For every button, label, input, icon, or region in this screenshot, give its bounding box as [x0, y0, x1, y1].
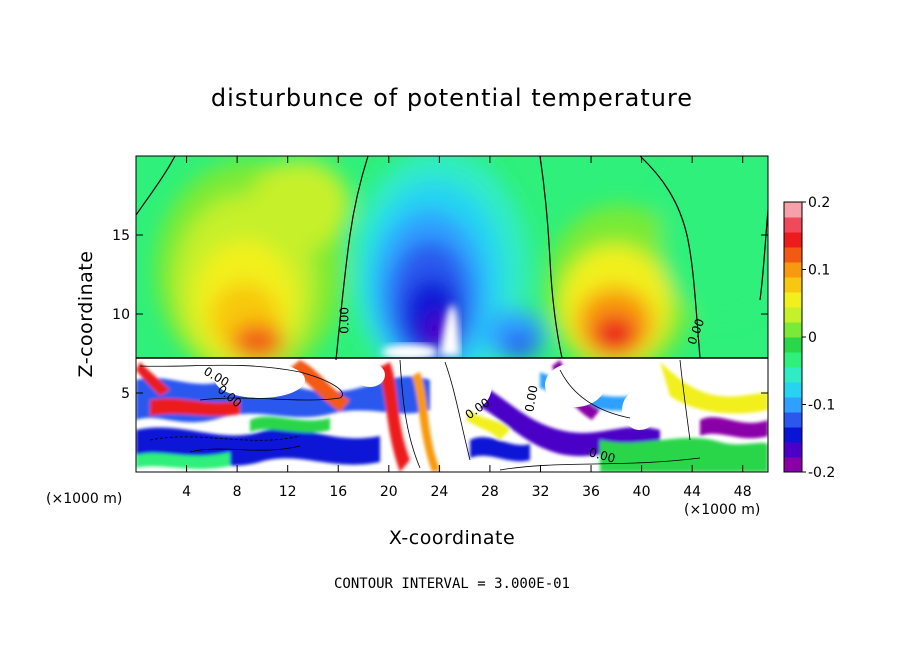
contour-label: 0.00	[337, 307, 351, 334]
y-tick-label: 5	[121, 386, 130, 402]
colorbar-swatch	[784, 427, 802, 443]
contour-label: 0.00	[587, 445, 616, 465]
colorbar-swatch	[784, 277, 802, 293]
heatmap-field	[136, 156, 768, 472]
colorbar-swatch	[784, 367, 802, 383]
colorbar-swatch	[784, 307, 802, 323]
colorbar-swatch	[784, 292, 802, 308]
x-tick-label: 12	[279, 484, 297, 500]
colorbar-swatch	[784, 337, 802, 353]
chart-title: disturbunce of potential temperature	[210, 84, 694, 112]
x-tick-label: 24	[430, 484, 448, 500]
x-tick-label: 32	[532, 484, 550, 500]
x-tick-label: 20	[380, 484, 398, 500]
contour-interval-note: CONTOUR INTERVAL = 3.000E-01	[333, 576, 570, 592]
x-tick-label: 40	[633, 484, 651, 500]
colorbar-swatch	[784, 247, 802, 263]
x-tick-label: 8	[233, 484, 242, 500]
colorbar-swatch	[784, 262, 802, 278]
colorbar-tick-label: 0	[808, 330, 817, 346]
x-unit-right: (×1000 m)	[684, 502, 761, 518]
colorbar-swatch	[784, 232, 802, 248]
y-axis-label: Z-coordinate	[75, 250, 97, 378]
x-axis-label: X-coordinate	[388, 527, 516, 549]
colorbar-tick-label: 0.2	[808, 195, 830, 211]
colorbar-swatch	[784, 322, 802, 338]
colorbar-swatch	[784, 202, 802, 218]
colorbar-tick-label: 0.1	[808, 263, 830, 279]
colorbar-swatch	[784, 442, 802, 458]
colorbar-swatch	[784, 457, 802, 473]
y-tick-label: 15	[112, 228, 130, 244]
contour-lines	[136, 156, 768, 471]
x-tick-label: 28	[481, 484, 499, 500]
x-tick-label: 16	[329, 484, 347, 500]
contour-label: 0.00	[522, 384, 540, 413]
colorbar-swatch	[784, 412, 802, 428]
x-unit-left: (×1000 m)	[46, 491, 123, 507]
colorbar-swatch	[784, 397, 802, 413]
colorbar-tick-label: -0.1	[808, 398, 835, 414]
colorbar-swatch	[784, 217, 802, 233]
x-tick-label: 4	[182, 484, 191, 500]
y-tick-label: 10	[112, 307, 130, 323]
x-tick-label: 44	[683, 484, 701, 500]
colorbar: 0.2 0.1 0 -0.1 -0.2	[783, 195, 835, 481]
colorbar-swatch	[784, 382, 802, 398]
x-tick-label: 36	[582, 484, 600, 500]
colorbar-tick-label: -0.2	[808, 465, 835, 481]
x-tick-label: 48	[734, 484, 752, 500]
colorbar-swatch	[784, 352, 802, 368]
